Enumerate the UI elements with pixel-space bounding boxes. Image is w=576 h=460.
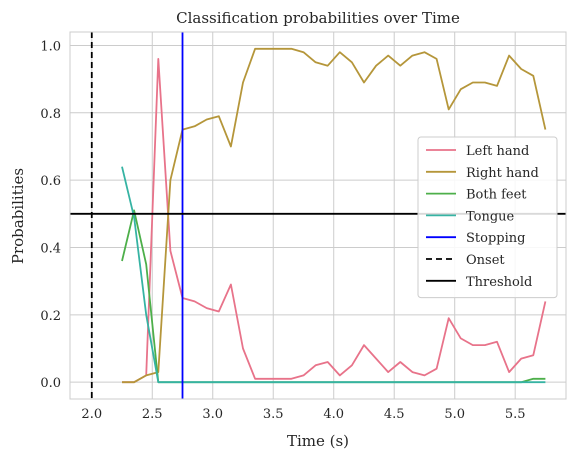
series-line-right-hand (122, 47, 547, 384)
x-tick-label: 4.0 (323, 407, 344, 422)
series-line-left-hand (122, 58, 547, 384)
legend-label: Right hand (466, 166, 539, 181)
y-tick-label: 0.2 (40, 309, 61, 324)
y-tick-label: 1.0 (40, 39, 61, 54)
legend: Left hand Right hand Both feet Tongue Stoppi… (417, 136, 558, 299)
legend-label: Tongue (466, 209, 515, 224)
x-axis-label: Time (s) (287, 432, 349, 450)
chart-title: Classification probabilities over Time (176, 9, 460, 27)
x-tick-label: 2.5 (142, 407, 163, 422)
y-axis-label: Probabilities (9, 168, 27, 264)
legend-label: Both feet (466, 188, 527, 203)
x-tick-label: 5.5 (505, 407, 526, 422)
legend-label: Stopping (466, 231, 525, 246)
legend-label: Left hand (466, 144, 529, 159)
x-tick-label: 3.5 (263, 407, 284, 422)
y-tick-label: 0.4 (40, 241, 61, 256)
series-lines (121, 47, 547, 384)
legend-label: Onset (466, 253, 505, 268)
y-axis-ticks: 0.0 0.2 0.4 0.6 0.8 1.0 (40, 39, 61, 391)
y-tick-label: 0.0 (40, 376, 61, 391)
x-tick-label: 3.0 (202, 407, 223, 422)
y-tick-label: 0.6 (40, 174, 61, 189)
y-tick-label: 0.8 (40, 107, 61, 122)
plot-frame (69, 31, 567, 400)
legend-box (417, 136, 558, 299)
series-line-tongue (121, 166, 546, 384)
legend-label: Threshold (466, 275, 532, 290)
x-tick-label: 2.0 (81, 407, 102, 422)
x-tick-label: 4.5 (384, 407, 405, 422)
x-tick-label: 5.0 (444, 407, 465, 422)
grid-lines (70, 32, 566, 399)
x-axis-ticks: 2.0 2.5 3.0 3.5 4.0 4.5 5.0 5.5 (81, 407, 525, 422)
